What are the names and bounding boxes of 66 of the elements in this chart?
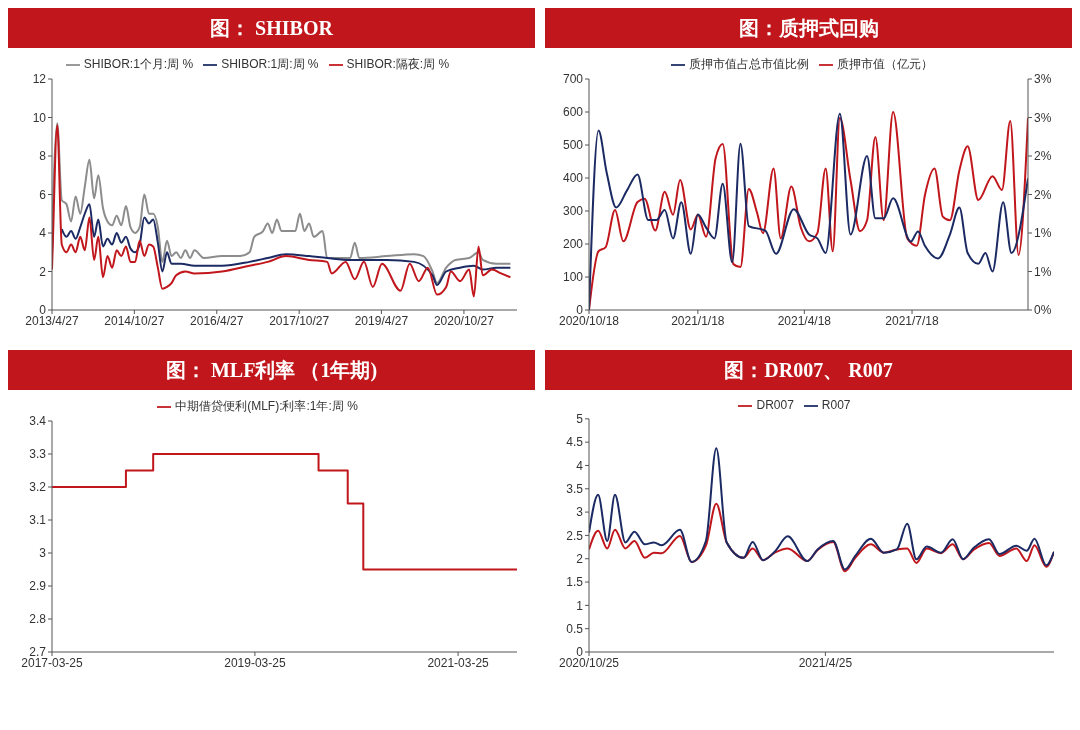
y-tick-label: 3 [576,505,584,520]
x-tick-label: 2019/4/27 [354,313,409,328]
chart-title: 图： MLF利率 （1年期) [8,350,535,390]
y-tick-label: 0.5 [566,621,584,636]
legend-label: SHIBOR:隔夜:周 % [346,57,450,71]
y-tick-label: 3.2 [29,480,47,495]
x-tick-label: 2021/1/18 [671,313,725,328]
x-tick-label: 2021-03-25 [427,655,490,670]
legend-label: DR007 [756,398,794,412]
y-tick-label: 6 [39,187,47,202]
y-tick-label: 300 [562,204,584,219]
chart-title: 图： SHIBOR [8,8,535,48]
y-tick-label: 4 [576,458,584,473]
y-tick-label: 12 [32,72,47,87]
y2-tick-label: 3% [1034,72,1052,87]
y-tick-label: 2.8 [29,612,47,627]
y-tick-label: 10 [32,110,47,125]
x-tick-label: 2019-03-25 [224,655,286,670]
y-tick-label: 700 [562,72,584,87]
x-tick-label: 2021/4/18 [777,313,832,328]
legend-label: 中期借贷便利(MLF):利率:1年:周 % [175,399,358,413]
y-tick-label: 200 [562,237,584,252]
y-tick-label: 3.3 [29,447,47,462]
x-tick-label: 2021/4/25 [798,655,853,670]
legend-label: R007 [821,398,851,412]
y2-tick-label: 0% [1034,303,1052,318]
y-tick-label: 500 [562,138,584,153]
x-tick-label: 2013/4/27 [25,313,80,328]
x-tick-label: 2017/10/27 [269,313,330,328]
y-tick-label: 1.5 [566,575,584,590]
y-tick-label: 400 [562,171,584,186]
y-tick-label: 3.1 [29,513,47,528]
y-tick-label: 8 [39,149,47,164]
y-tick-label: 2 [39,264,47,279]
y-tick-label: 100 [562,270,584,285]
y-tick-label: 2.9 [29,579,47,594]
y2-tick-label: 1% [1034,264,1052,279]
legend-label: 质押市值（亿元） [836,57,933,71]
y-tick-label: 2.5 [566,528,584,543]
y-tick-label: 5 [576,412,584,427]
y-tick-label: 4 [39,226,47,241]
legend-label: SHIBOR:1个月:周 % [83,57,194,71]
line-series [589,447,1054,571]
x-tick-label: 2021/7/18 [885,313,940,328]
legend-label: SHIBOR:1周:周 % [221,57,319,71]
y2-tick-label: 2% [1034,187,1052,202]
chart-title: 图：DR007、 R007 [545,350,1072,390]
chart-title: 图：质押式回购 [545,8,1072,48]
y-tick-label: 3.4 [29,414,47,429]
y-tick-label: 1 [576,598,584,613]
line-series [589,502,1054,573]
y-tick-label: 4.5 [566,435,584,450]
y-tick-label: 3 [39,546,47,561]
x-tick-label: 2020/10/27 [433,313,495,328]
y-tick-label: 3.5 [566,482,584,497]
x-tick-label: 2020/10/18 [558,313,620,328]
y2-tick-label: 3% [1034,110,1052,125]
y2-tick-label: 2% [1034,149,1052,164]
legend-label: 质押市值占总市值比例 [688,57,809,71]
x-tick-label: 2016/4/27 [190,313,244,328]
x-tick-label: 2017-03-25 [21,655,84,670]
x-tick-label: 2014/10/27 [104,313,165,328]
y-tick-label: 600 [562,105,584,120]
x-tick-label: 2020/10/25 [558,655,620,670]
y-tick-label: 2 [576,551,584,566]
y2-tick-label: 1% [1034,226,1052,241]
